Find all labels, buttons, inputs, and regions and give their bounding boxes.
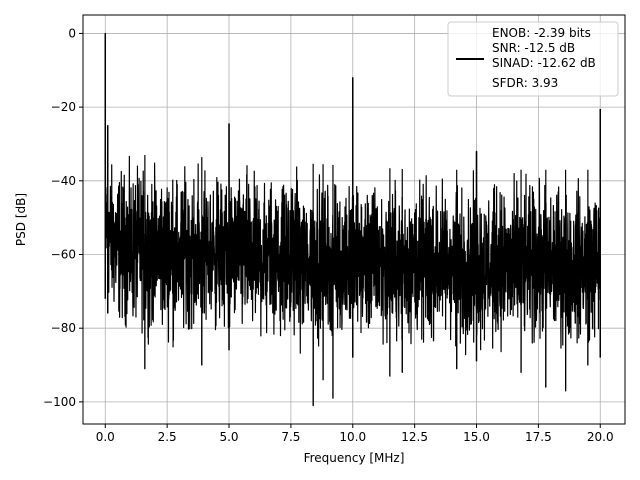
y-tick-label: −60 <box>51 248 76 262</box>
x-tick-label: 20.0 <box>587 430 614 444</box>
x-tick-label: 10.0 <box>339 430 366 444</box>
x-tick-label: 15.0 <box>463 430 490 444</box>
y-tick-label: −20 <box>51 100 76 114</box>
x-tick-label: 2.5 <box>158 430 177 444</box>
legend: ENOB: -2.39 bits SNR: -12.5 dB SINAD: -1… <box>447 21 619 97</box>
legend-entry-snr: SNR: -12.5 dB <box>492 41 575 55</box>
y-tick-label: −100 <box>43 395 76 409</box>
y-tick-label: −80 <box>51 321 76 335</box>
x-axis-label: Frequency [MHz] <box>304 451 405 465</box>
legend-entry-enob: ENOB: -2.39 bits <box>492 26 591 40</box>
legend-entry-sinad: SINAD: -12.62 dB <box>492 56 596 70</box>
x-tick-label: 12.5 <box>401 430 428 444</box>
x-tick-label: 0.0 <box>96 430 115 444</box>
y-tick-label: 0 <box>68 26 76 40</box>
legend-box <box>447 21 619 97</box>
y-axis-label: PSD [dB] <box>14 193 28 246</box>
x-tick-label: 17.5 <box>525 430 552 444</box>
plot-area <box>104 32 602 407</box>
x-tick-label: 7.5 <box>281 430 300 444</box>
x-axis: 0.0 2.5 5.0 7.5 10.0 12.5 15.0 17.5 20.0 <box>96 424 614 444</box>
axes-frame <box>82 14 626 425</box>
y-tick-label: −40 <box>51 174 76 188</box>
y-axis: 0 −20 −40 −60 −80 −100 <box>43 26 83 409</box>
x-tick-label: 5.0 <box>219 430 238 444</box>
legend-entry-sfdr: SFDR: 3.93 <box>492 76 558 90</box>
